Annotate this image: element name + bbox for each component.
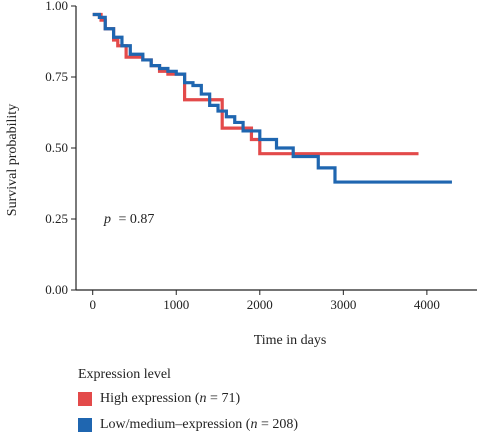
p-value-annotation: p = 0.87 [103, 212, 154, 227]
x-tick-label: 4000 [414, 297, 440, 312]
x-tick-label: 3000 [330, 297, 356, 312]
survival-curves [92, 12, 452, 184]
y-tick-label: 1.00 [45, 0, 68, 13]
legend-title: Expression level [78, 367, 171, 382]
legend-entry-low: Low/medium–expression (n = 208) [78, 412, 298, 438]
legend-swatch-low [78, 418, 92, 432]
x-tick-label: 2000 [247, 297, 273, 312]
legend-label-high: High expression (n = 71) [100, 391, 241, 406]
y-tick-label: 0.75 [45, 69, 68, 84]
km-chart: 0.00 0.25 0.50 0.75 1.00 0 1000 2000 3000 4000 Su… [5, 0, 477, 348]
y-tick-label: 0.25 [45, 211, 68, 226]
x-tick-label: 0 [89, 297, 96, 312]
x-tick-label: 1000 [163, 297, 189, 312]
axes [71, 5, 477, 295]
high-expression-curve [92, 12, 419, 156]
x-axis-title: Time in days [254, 333, 327, 348]
y-axis-title: Survival probability [5, 104, 20, 216]
legend-swatch-high [78, 392, 92, 406]
legend-entry-high: High expression (n = 71) [78, 386, 298, 412]
legend-label-low: Low/medium–expression (n = 208) [100, 417, 299, 432]
p-symbol: p [103, 212, 111, 227]
tick-labels: 0.00 0.25 0.50 0.75 1.00 0 1000 2000 3000 4000 [45, 0, 440, 312]
legend: Expression level High expression (n = 71… [78, 364, 298, 438]
p-value: = 0.87 [119, 212, 155, 227]
y-tick-label: 0.00 [45, 282, 68, 297]
low-medium-expression-curve [92, 12, 452, 184]
y-tick-label: 0.50 [45, 140, 68, 155]
